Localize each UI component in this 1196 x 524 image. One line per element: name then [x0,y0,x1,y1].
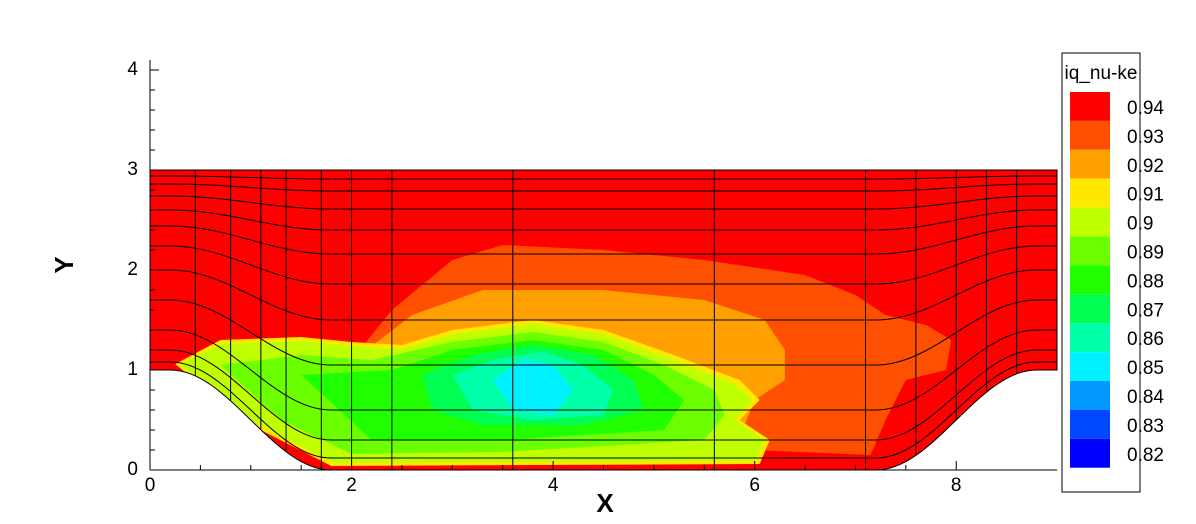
y-tick-label: 1 [127,359,138,380]
legend-swatch [1070,409,1110,439]
domain-outline [149,169,1058,471]
y-axis-label: Y [49,256,79,273]
legend-swatch [1070,120,1110,150]
x-tick-label: 8 [951,475,962,496]
y-tick-label: 3 [127,159,138,180]
legend-label: 0.93 [1127,127,1164,148]
x-tick-label: 4 [548,475,559,496]
legend-swatch [1070,149,1110,179]
legend-label: 0.86 [1127,329,1164,350]
x-tick-label: 0 [145,475,156,496]
legend-swatch [1070,92,1110,121]
legend-label: 0.9 [1127,214,1153,235]
mesh-line [150,183,1057,192]
legend-swatch [1070,323,1110,353]
x-tick-label: 2 [346,475,357,496]
mesh [150,170,1057,470]
mesh-line [150,225,1057,255]
legend-label: 0.92 [1127,156,1164,177]
y-tick-label: 2 [127,259,138,280]
mesh-line [150,361,1057,459]
legend-label: 0.89 [1127,243,1164,264]
legend-label: 0.94 [1127,98,1164,119]
mesh-line [150,269,1057,321]
mesh-line [150,329,1057,411]
legend-label: 0.84 [1127,387,1164,408]
mesh-line [150,209,1057,231]
legend-title: iq_nu-ke [1065,63,1138,84]
mesh-line [150,299,1057,366]
legend-label: 0.82 [1127,445,1164,466]
contour-field [150,170,1057,470]
legend-swatch [1070,294,1110,324]
mesh-line [150,349,1057,441]
legend-swatch [1070,236,1110,266]
x-tick-label: 6 [749,475,760,496]
legend-label: 0.87 [1127,300,1164,321]
legend-swatch [1070,178,1110,208]
y-tick-label: 0 [127,459,138,480]
x-axis-label: X [596,488,614,518]
legend-swatch [1070,265,1110,295]
mesh-line [150,175,1057,180]
legend-label: 0.83 [1127,416,1164,437]
legend-swatch [1070,438,1110,468]
legend-label: 0.91 [1127,185,1164,206]
legend-label: 0.85 [1127,358,1164,379]
legend-label: 0.88 [1127,271,1164,292]
mesh-line [150,195,1057,210]
legend-swatch [1070,207,1110,237]
mesh-line [150,245,1057,285]
y-tick-label: 4 [127,59,138,80]
legend-swatch [1070,381,1110,410]
legend-swatch [1070,352,1110,381]
